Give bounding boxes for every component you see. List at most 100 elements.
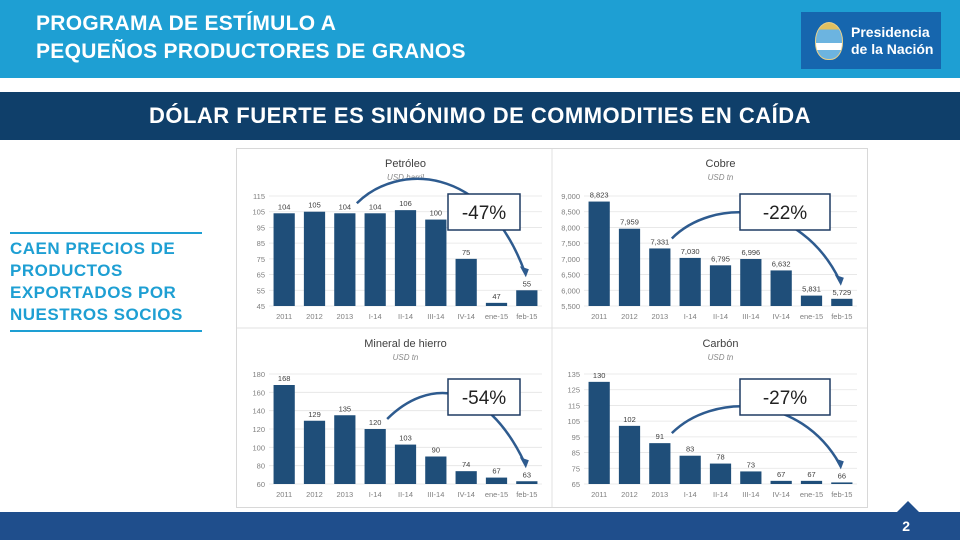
callout-change: -54%	[462, 388, 506, 409]
y-tick-label: 8,500	[561, 208, 580, 217]
x-tick-label: feb-15	[831, 312, 852, 321]
data-label: 100	[430, 209, 443, 218]
data-label: 106	[399, 199, 412, 208]
data-label: 104	[278, 202, 291, 211]
page-number: 2	[902, 518, 910, 534]
bar	[364, 429, 386, 484]
x-tick-label: IV-14	[457, 312, 475, 321]
header: PROGRAMA DE ESTÍMULO A PEQUEÑOS PRODUCTO…	[0, 0, 960, 78]
y-tick-label: 85	[257, 239, 265, 248]
data-label: 78	[716, 453, 724, 462]
x-tick-label: III-14	[742, 312, 759, 321]
chart-title: Mineral de hierro	[364, 338, 447, 350]
data-label: 5,729	[832, 288, 851, 297]
x-tick-label: 2011	[276, 312, 292, 321]
x-tick-label: 2013	[336, 490, 353, 499]
y-tick-label: 75	[257, 255, 265, 264]
x-tick-label: II-14	[713, 490, 728, 499]
y-tick-label: 160	[252, 388, 265, 397]
callout-box	[447, 193, 521, 231]
y-tick-label: 65	[257, 271, 265, 280]
x-tick-label: 2011	[591, 490, 607, 499]
bar	[303, 211, 326, 306]
data-label: 83	[686, 445, 694, 454]
charts-svg: Petróleo USD barril 115 105 95 85 75 65 55 45 104 2…	[237, 149, 867, 507]
data-label: 135	[339, 404, 352, 413]
y-tick-label: 140	[252, 407, 265, 416]
program-title: PROGRAMA DE ESTÍMULO A PEQUEÑOS PRODUCTO…	[36, 10, 466, 66]
data-label: 7,030	[681, 247, 700, 256]
chart-subtitle: USD tn	[393, 353, 419, 362]
x-tick-label: ene-15	[800, 312, 823, 321]
bar	[770, 480, 792, 484]
data-label: 63	[523, 470, 531, 479]
bar	[516, 290, 538, 306]
y-tick-label: 180	[252, 370, 265, 379]
bar	[588, 381, 610, 484]
y-tick-label: 6,000	[561, 286, 580, 295]
y-tick-label: 7,000	[561, 255, 580, 264]
data-label: 120	[369, 418, 382, 427]
bar	[273, 213, 295, 306]
x-tick-label: II-14	[713, 312, 728, 321]
data-label: 129	[308, 410, 321, 419]
data-label: 67	[777, 470, 785, 479]
y-tick-label: 115	[568, 401, 580, 410]
y-tick-label: 45	[257, 302, 265, 311]
x-tick-label: III-14	[427, 490, 444, 499]
side-line: CAEN PRECIOS DE	[10, 239, 176, 258]
chart-0: Petróleo USD barril 115 105 95 85 75 65 55 45 104 2…	[252, 158, 542, 321]
chart-title: Cobre	[706, 158, 736, 170]
bar	[588, 201, 610, 306]
data-label: 67	[807, 470, 815, 479]
chart-title: Carbón	[702, 338, 738, 350]
trend-arrow	[355, 177, 527, 273]
bar	[364, 213, 386, 306]
bar	[516, 481, 538, 484]
chart-subtitle: USD tn	[708, 353, 734, 362]
x-tick-label: I-14	[369, 490, 382, 499]
x-tick-label: ene-15	[485, 490, 508, 499]
y-tick-label: 55	[257, 286, 265, 295]
callout-change: -47%	[462, 203, 506, 224]
bar	[649, 443, 671, 484]
footer-tab	[897, 501, 919, 512]
slide-heading: DÓLAR FUERTE ES SINÓNIMO DE COMMODITIES …	[0, 92, 960, 140]
data-label: 66	[838, 471, 846, 480]
bar	[273, 385, 295, 484]
x-tick-label: ene-15	[800, 490, 823, 499]
data-label: 67	[492, 467, 500, 476]
bar	[394, 444, 417, 484]
arrow-head-icon	[519, 266, 529, 278]
chart-subtitle: USD tn	[708, 173, 734, 182]
callout-change: -27%	[763, 388, 807, 409]
arrow-head-icon	[834, 458, 844, 470]
side-line: PRODUCTOS	[10, 261, 123, 280]
bar	[679, 455, 701, 484]
y-tick-label: 75	[572, 464, 580, 473]
title-line-2: PEQUEÑOS PRODUCTORES DE GRANOS	[36, 40, 466, 63]
bar	[455, 258, 477, 306]
bar	[485, 302, 508, 306]
data-label: 7,959	[620, 218, 639, 227]
x-tick-label: 2012	[306, 490, 323, 499]
y-tick-label: 8,000	[561, 223, 580, 232]
x-tick-label: feb-15	[516, 312, 537, 321]
callout-box	[739, 378, 831, 416]
y-tick-label: 60	[257, 480, 265, 489]
data-label: 8,823	[590, 191, 609, 200]
data-label: 75	[462, 248, 470, 257]
data-label: 90	[432, 446, 440, 455]
x-tick-label: III-14	[742, 490, 759, 499]
bar	[334, 213, 356, 306]
data-label: 168	[278, 374, 291, 383]
y-tick-label: 135	[567, 370, 580, 379]
x-tick-label: I-14	[369, 312, 382, 321]
x-tick-label: ene-15	[485, 312, 508, 321]
data-label: 103	[399, 434, 412, 443]
side-text: CAEN PRECIOS DE PRODUCTOS EXPORTADOS POR…	[10, 232, 202, 332]
bar	[770, 270, 792, 306]
bar	[649, 248, 671, 306]
arrow-head-icon	[519, 457, 529, 469]
arrow-head-icon	[834, 274, 844, 286]
